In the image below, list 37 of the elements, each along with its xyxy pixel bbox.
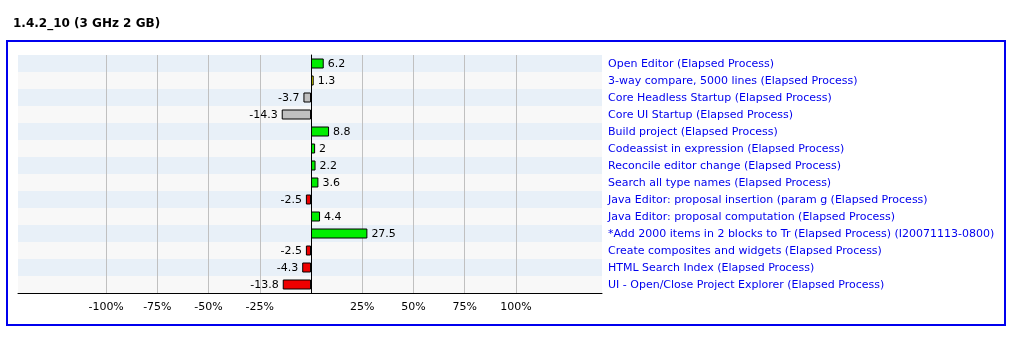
data-label: -13.8 bbox=[250, 278, 279, 291]
y-tick-label: Search all type names (Elapsed Process) bbox=[608, 176, 832, 189]
data-label: -3.7 bbox=[277, 91, 300, 104]
y-tick-label: *Add 2000 items in 2 blocks to Tr (Elapsed Process) (I20071113-0800) bbox=[608, 227, 995, 240]
data-label: 8.8 bbox=[333, 125, 351, 138]
y-tick-label: Core UI Startup (Elapsed Process) bbox=[608, 108, 794, 121]
x-tick-label: 25% bbox=[350, 300, 375, 313]
data-label: -2.5 bbox=[280, 244, 302, 257]
data-label: 2.2 bbox=[319, 159, 338, 172]
y-tick-label: Build project (Elapsed Process) bbox=[608, 125, 778, 138]
x-tick-label: -100% bbox=[88, 300, 124, 313]
y-tick-label: Open Editor (Elapsed Process) bbox=[608, 57, 774, 70]
y-tick-label: Java Editor: proposal computation (Elapsed Process) bbox=[607, 210, 896, 223]
data-label: 6.2 bbox=[327, 57, 346, 70]
x-tick-label: 100% bbox=[500, 300, 532, 313]
x-tick-label: -75% bbox=[143, 300, 172, 313]
data-label: -14.3 bbox=[249, 108, 278, 121]
chart-title: 1.4.2_10 (3 GHz 2 GB) bbox=[13, 16, 161, 31]
data-label: 1.3 bbox=[317, 74, 336, 87]
x-tick-label: 75% bbox=[452, 300, 477, 313]
data-label: 27.5 bbox=[371, 227, 396, 240]
data-label: -4.3 bbox=[276, 261, 299, 274]
x-tick-label: -25% bbox=[245, 300, 275, 313]
data-label: 2 bbox=[319, 142, 327, 155]
y-tick-label: Reconcile editor change (Elapsed Process) bbox=[608, 159, 841, 172]
x-tick-label: 50% bbox=[401, 300, 426, 313]
y-tick-label: Codeassist in expression (Elapsed Process) bbox=[608, 142, 845, 155]
y-tick-label: Core Headless Startup (Elapsed Process) bbox=[608, 91, 832, 104]
data-label: 4.4 bbox=[324, 210, 342, 223]
y-tick-label: Java Editor: proposal insertion (param g (Elapsed Process) bbox=[607, 193, 928, 206]
data-label: 3.6 bbox=[322, 176, 340, 189]
x-tick-label: -50% bbox=[194, 300, 223, 313]
data-label: -2.5 bbox=[280, 193, 302, 206]
y-tick-label: HTML Search Index (Elapsed Process) bbox=[608, 261, 815, 274]
y-tick-label: UI - Open/Close Project Explorer (Elapsed Process) bbox=[608, 278, 885, 291]
y-tick-label: 3-way compare, 5000 lines (Elapsed Process) bbox=[608, 74, 858, 87]
y-tick-label: Create composites and widgets (Elapsed Process) bbox=[608, 244, 882, 257]
